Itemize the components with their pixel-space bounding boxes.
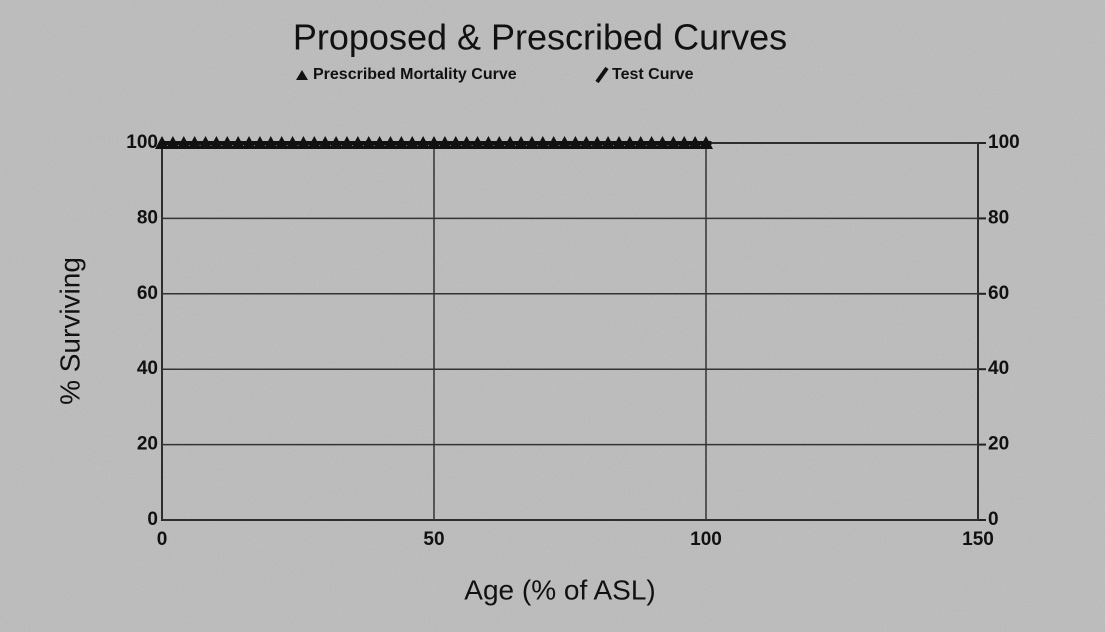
y-tick-label: 20 xyxy=(137,434,158,455)
y2-tick-label: 40 xyxy=(988,358,1009,379)
x-axis-label: Age (% of ASL) xyxy=(464,574,655,605)
y2-tick-label: 20 xyxy=(988,434,1009,455)
legend-icon-line xyxy=(595,66,609,84)
y-tick-label: 40 xyxy=(137,358,158,379)
legend-icon-triangle xyxy=(296,70,308,80)
y-tick-label: 60 xyxy=(137,283,158,304)
x-tick-label: 100 xyxy=(690,529,722,550)
legend-label: Prescribed Mortality Curve xyxy=(313,66,517,83)
x-tick-label: 0 xyxy=(157,529,168,550)
x-tick-label: 150 xyxy=(962,529,994,550)
x-tick-label: 50 xyxy=(423,529,444,550)
y2-tick-label: 80 xyxy=(988,207,1009,228)
y-axis-label: % Surviving xyxy=(54,257,85,405)
y-tick-label: 80 xyxy=(137,207,158,228)
chart-title: Proposed & Prescribed Curves xyxy=(293,17,787,58)
y2-tick-label: 60 xyxy=(988,283,1009,304)
y-tick-label: 100 xyxy=(126,132,158,153)
legend-label: Test Curve xyxy=(612,66,694,83)
y2-tick-label: 0 xyxy=(988,509,999,530)
y2-tick-label: 100 xyxy=(988,132,1020,153)
y-tick-label: 0 xyxy=(147,509,158,530)
